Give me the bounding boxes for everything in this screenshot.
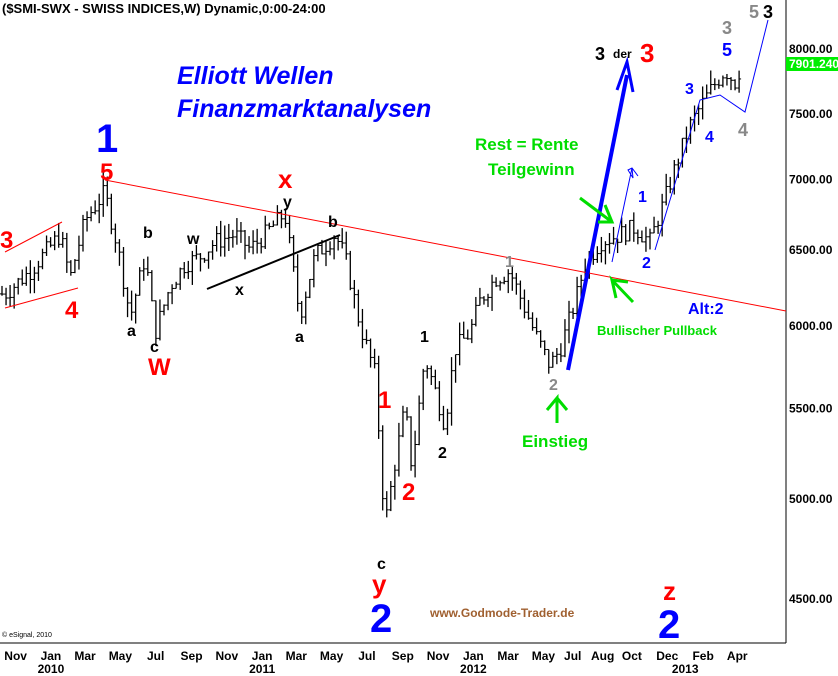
- x-tick-label: Sep: [181, 649, 203, 663]
- y-tick-label: 8000.00: [789, 42, 833, 56]
- wave-label: a: [295, 329, 304, 346]
- wave-label: x: [278, 164, 293, 194]
- projection-line: [611, 167, 639, 263]
- watermark: www.Godmode-Trader.de: [430, 606, 575, 620]
- wave-label: x: [235, 282, 244, 299]
- wave-label: 2: [549, 377, 558, 394]
- year-label: 2013: [672, 662, 699, 676]
- red-trendline: [104, 179, 787, 312]
- wave-label: 4: [65, 297, 79, 324]
- black-trendline: [206, 234, 341, 290]
- einstieg-label: Einstieg: [522, 432, 588, 451]
- subtitle-line-1: Elliott Wellen: [177, 62, 334, 90]
- x-tick-label: Nov: [427, 649, 450, 663]
- wave-label: 2: [402, 479, 415, 506]
- wave-label: 1: [378, 387, 391, 414]
- copyright: © eSignal, 2010: [2, 632, 52, 639]
- y-tick-label: 5500.00: [789, 402, 833, 416]
- last-price-label: 7901.240: [789, 57, 838, 71]
- green-arrow-head: [598, 204, 615, 224]
- wave-label: y: [283, 194, 292, 211]
- x-tick-label: Dec: [656, 649, 678, 663]
- wave-label: 4: [738, 120, 748, 140]
- wave-label: 3: [722, 18, 732, 38]
- rest-rente-label: Rest = Rente: [475, 135, 578, 154]
- y-tick-label: 4500.00: [789, 592, 833, 606]
- last-price-tag: [786, 57, 838, 71]
- x-tick-label: Oct: [622, 649, 642, 663]
- wave-label: 4: [705, 129, 714, 146]
- wave-label: 2: [658, 603, 680, 647]
- x-tick-label: Jan: [41, 649, 62, 663]
- wave-label: W: [148, 354, 171, 381]
- wave-label: 1: [420, 329, 429, 346]
- wave-label: 3: [0, 227, 13, 254]
- wave-label: y: [372, 569, 387, 599]
- x-tick-label: Nov: [216, 649, 239, 663]
- x-tick-label: Mar: [286, 649, 308, 663]
- wave-label: 3: [685, 81, 694, 98]
- x-tick-label: May: [320, 649, 344, 663]
- teilgewinn-label: Teilgewinn: [488, 160, 575, 179]
- wave-label: c: [377, 556, 386, 573]
- bullischer-pullback-label: Bullischer Pullback: [597, 323, 718, 338]
- year-label: 2010: [38, 662, 65, 676]
- x-tick-label: May: [109, 649, 133, 663]
- x-tick-label: Apr: [727, 649, 748, 663]
- green-arrow: [579, 196, 613, 224]
- x-tick-label: Nov: [4, 649, 27, 663]
- x-tick-label: Jul: [358, 649, 375, 663]
- wave-label: b: [328, 214, 338, 231]
- projection-line: [654, 19, 769, 251]
- wave-label: 3: [640, 38, 654, 68]
- wave-label: 5: [749, 2, 759, 22]
- green-arrow: [609, 275, 635, 304]
- wave-label: z: [663, 576, 676, 606]
- wave-label: 1: [505, 254, 514, 271]
- wave-label: der: [613, 47, 632, 61]
- x-tick-label: Feb: [692, 649, 713, 663]
- blue-arrow-head: [615, 56, 635, 93]
- subtitle-line-2: Finanzmarktanalysen: [177, 95, 432, 123]
- green-arrow: [545, 393, 569, 423]
- y-tick-label: 7000.00: [789, 173, 833, 187]
- chart-title: ($SMI-SWX - SWISS INDICES,W) Dynamic,0:0…: [2, 1, 326, 16]
- x-tick-label: Sep: [392, 649, 414, 663]
- x-tick-label: Jul: [147, 649, 164, 663]
- wave-label: 2: [642, 255, 651, 272]
- x-tick-label: Mar: [497, 649, 519, 663]
- channel-upper-line: [4, 221, 63, 253]
- alt-2-label: Alt:2: [688, 301, 724, 318]
- wave-label: w: [186, 231, 200, 248]
- wave-label: 3: [763, 2, 773, 22]
- wave-label: 2: [438, 445, 447, 462]
- x-tick-label: Aug: [591, 649, 614, 663]
- y-tick-label: 7500.00: [789, 107, 833, 121]
- y-tick-label: 6500.00: [789, 243, 833, 257]
- wave-label: b: [143, 225, 153, 242]
- x-tick-label: May: [532, 649, 556, 663]
- year-label: 2012: [460, 662, 487, 676]
- wave-label: 5: [722, 40, 732, 60]
- x-tick-label: Jan: [463, 649, 484, 663]
- wave-label: 1: [96, 117, 118, 161]
- y-tick-label: 6000.00: [789, 319, 833, 333]
- wave-label: 1: [638, 189, 647, 206]
- blue-arrow-line: [566, 74, 629, 371]
- wave-label: c: [150, 339, 159, 356]
- wave-label: a: [127, 323, 136, 340]
- x-tick-label: Mar: [74, 649, 96, 663]
- wave-label: 2: [370, 597, 392, 641]
- y-tick-label: 5000.00: [789, 492, 833, 506]
- year-label: 2011: [249, 662, 275, 676]
- x-tick-label: Jan: [252, 649, 273, 663]
- wave-label: 3: [595, 44, 605, 64]
- x-tick-label: Jul: [564, 649, 581, 663]
- channel-lower-line: [4, 287, 79, 309]
- wave-label: 5: [100, 159, 113, 186]
